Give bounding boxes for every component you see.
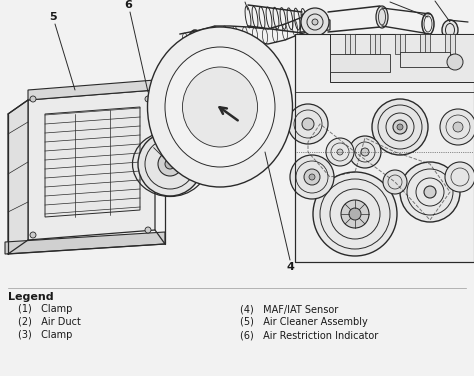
Bar <box>395 34 405 54</box>
Circle shape <box>302 118 314 130</box>
Ellipse shape <box>182 67 257 147</box>
Circle shape <box>440 109 474 145</box>
Ellipse shape <box>165 47 275 167</box>
Circle shape <box>349 208 361 220</box>
Circle shape <box>400 162 460 222</box>
Circle shape <box>312 19 318 25</box>
Text: (4)   MAF/IAT Sensor: (4) MAF/IAT Sensor <box>240 304 338 314</box>
Text: (1)   Clamp: (1) Clamp <box>18 304 73 314</box>
Circle shape <box>165 159 175 169</box>
Ellipse shape <box>442 20 458 40</box>
Text: (5)   Air Cleaner Assembly: (5) Air Cleaner Assembly <box>240 317 368 327</box>
Bar <box>330 54 390 72</box>
Polygon shape <box>45 107 140 217</box>
Polygon shape <box>300 14 330 32</box>
Circle shape <box>288 104 328 144</box>
Circle shape <box>447 54 463 70</box>
Circle shape <box>309 174 315 180</box>
Text: (2)   Air Duct: (2) Air Duct <box>18 317 81 327</box>
Circle shape <box>393 120 407 134</box>
Circle shape <box>158 152 182 176</box>
Polygon shape <box>5 232 165 254</box>
Circle shape <box>453 122 463 132</box>
Bar <box>420 34 430 54</box>
Circle shape <box>349 136 381 168</box>
Text: 2: 2 <box>384 0 392 1</box>
Circle shape <box>138 132 202 196</box>
Text: (3)   Clamp: (3) Clamp <box>18 330 73 340</box>
Polygon shape <box>330 34 474 82</box>
Polygon shape <box>8 100 28 254</box>
Circle shape <box>304 169 320 185</box>
Circle shape <box>145 96 151 102</box>
Polygon shape <box>28 90 155 240</box>
Text: 4: 4 <box>286 262 294 272</box>
Polygon shape <box>28 80 155 100</box>
Circle shape <box>445 162 474 192</box>
Text: Legend: Legend <box>8 292 54 302</box>
Ellipse shape <box>376 6 388 28</box>
Text: 6: 6 <box>124 0 132 10</box>
Circle shape <box>383 170 407 194</box>
Text: 5: 5 <box>49 12 57 22</box>
Bar <box>400 52 450 67</box>
Circle shape <box>372 99 428 155</box>
Circle shape <box>301 8 329 36</box>
Circle shape <box>361 148 369 156</box>
Text: (6)   Air Restriction Indicator: (6) Air Restriction Indicator <box>240 330 378 340</box>
Circle shape <box>290 155 334 199</box>
Circle shape <box>145 227 151 233</box>
Circle shape <box>313 172 397 256</box>
Circle shape <box>424 186 436 198</box>
Circle shape <box>397 124 403 130</box>
Bar <box>345 34 355 54</box>
Circle shape <box>326 138 354 166</box>
Circle shape <box>341 200 369 228</box>
Bar <box>370 34 380 54</box>
Ellipse shape <box>147 27 292 187</box>
Bar <box>445 34 455 54</box>
Circle shape <box>30 232 36 238</box>
Polygon shape <box>295 34 474 262</box>
Circle shape <box>337 149 343 155</box>
Circle shape <box>30 96 36 102</box>
Text: 1: 1 <box>238 0 246 1</box>
